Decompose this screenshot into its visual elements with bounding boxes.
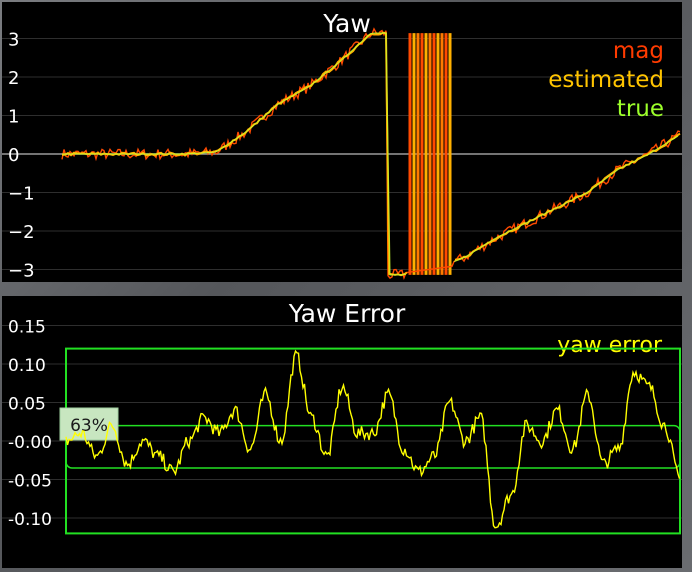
yaw-chart-panel: Yaw 3 2 1 0 −1 −2 −3 mag estimated true xyxy=(2,2,682,282)
y-tick-label: −2 xyxy=(8,222,35,243)
yaw-chart: Yaw 3 2 1 0 −1 −2 −3 mag estimated true xyxy=(2,9,682,282)
y-tick-label: -0.00 xyxy=(8,433,52,453)
yaw-error-chart: Yaw Error 0.15 0.10 0.05 -0.00 -0.05 -0.10 yaw… xyxy=(2,299,682,535)
y-tick-label: -0.05 xyxy=(8,472,52,492)
y-tick-label: −3 xyxy=(8,261,35,282)
legend-estimated: estimated xyxy=(548,67,664,93)
y-tick-label: -0.10 xyxy=(8,510,52,530)
y-tick-label: 0.05 xyxy=(8,395,46,415)
legend-mag: mag xyxy=(613,38,664,64)
inner-band xyxy=(65,424,681,469)
legend-true: true xyxy=(617,96,664,122)
series-yaw-error xyxy=(65,349,681,529)
y-tick-label: 1 xyxy=(8,107,19,128)
chart-title: Yaw xyxy=(322,9,371,38)
y-tick-label: 0 xyxy=(8,145,19,166)
series-true xyxy=(62,32,679,276)
y-tick-label: 2 xyxy=(8,68,19,89)
y-tick-label: −1 xyxy=(8,184,35,205)
y-tick-label: 0.10 xyxy=(8,356,46,376)
percentage-label: 63% xyxy=(70,416,108,436)
chart-title: Yaw Error xyxy=(288,299,406,328)
legend-yaw-error: yaw error xyxy=(557,333,663,358)
yaw-error-chart-panel: Yaw Error 0.15 0.10 0.05 -0.00 -0.05 -0.10 yaw… xyxy=(2,296,682,568)
y-tick-label: 3 xyxy=(8,30,19,51)
y-tick-label: 0.15 xyxy=(8,318,46,338)
percentage-badge xyxy=(59,407,119,441)
